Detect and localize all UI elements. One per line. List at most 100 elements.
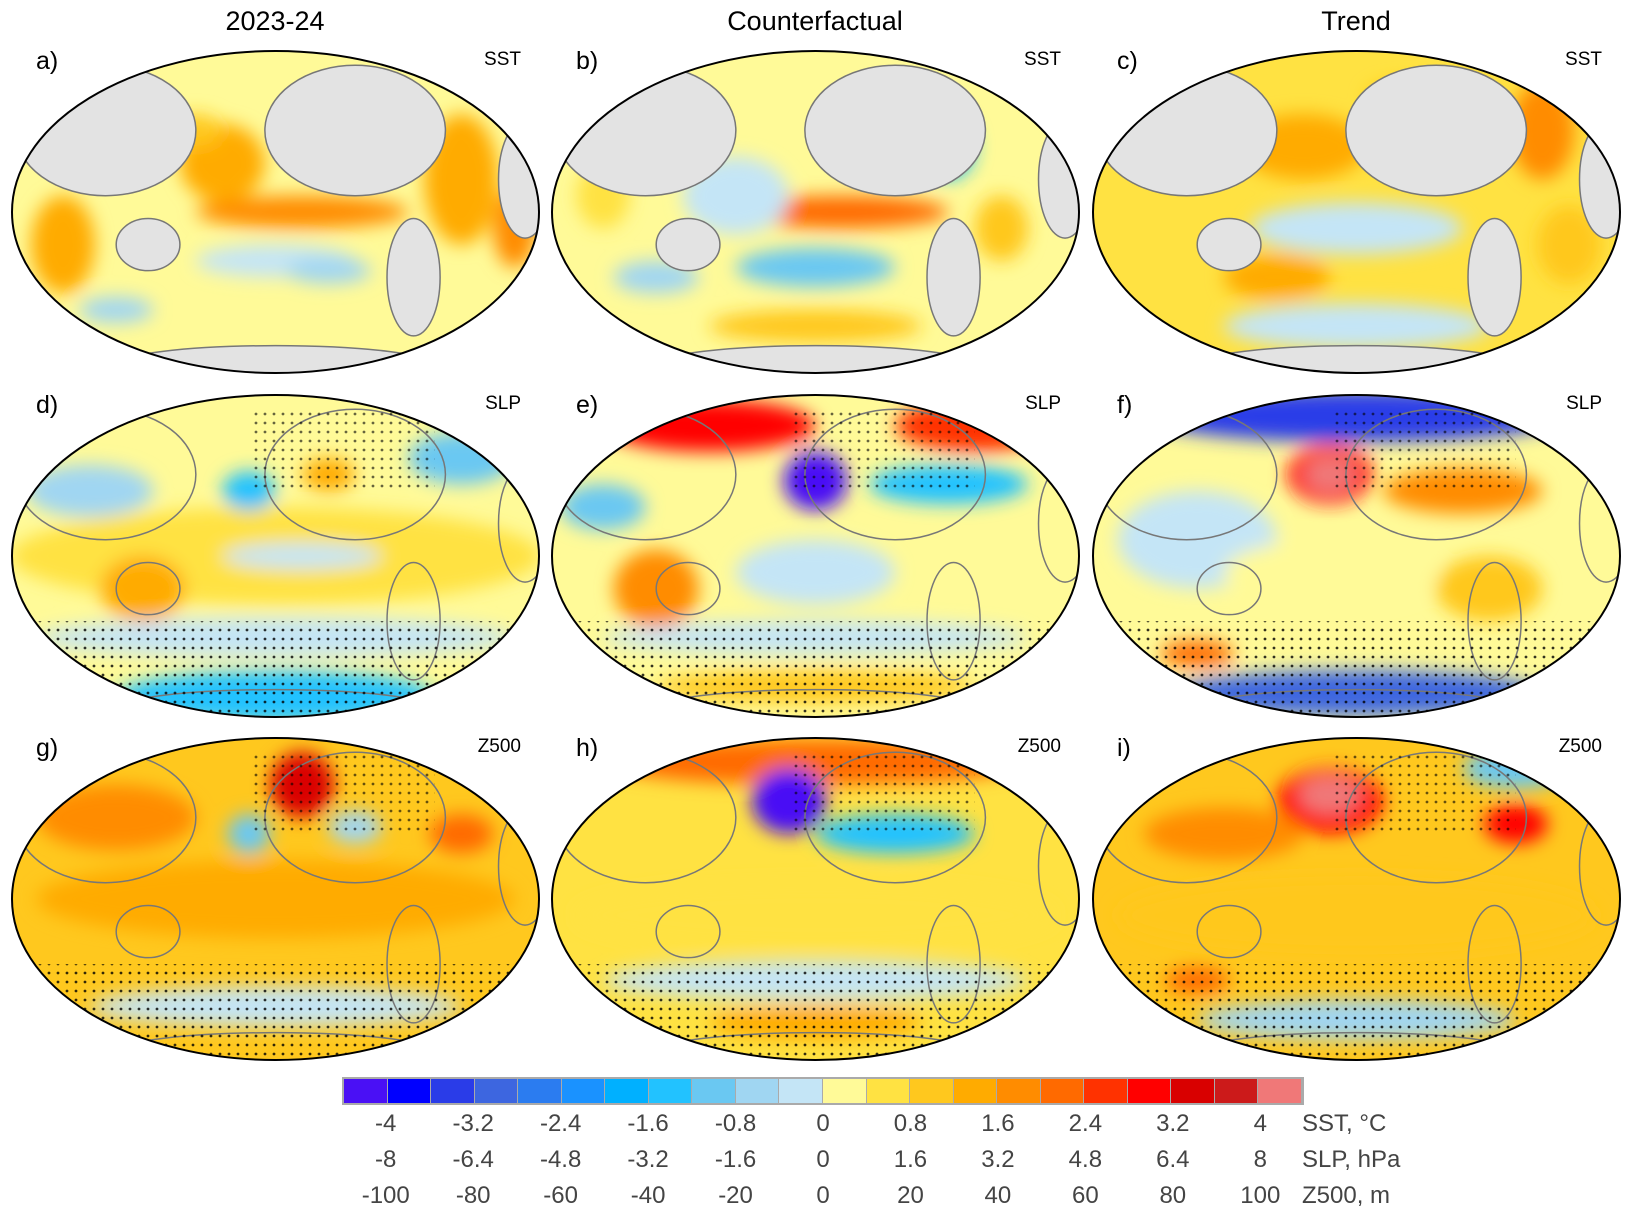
colorbar-tick: 0 (816, 1146, 830, 1173)
land-mask (1095, 64, 1278, 197)
colorbar-swatch (1258, 1079, 1303, 1103)
colorbar-swatch (1127, 1079, 1172, 1103)
map-border (11, 737, 540, 1061)
colorbar-tick: 60 (1072, 1182, 1099, 1209)
colorbar-swatch (866, 1079, 911, 1103)
colorbar-tick: 1.6 (981, 1110, 1015, 1137)
anomaly-region (735, 247, 896, 287)
map-border (551, 394, 1080, 718)
colorbar-swatch (431, 1079, 475, 1103)
colorbar-tick: 3.2 (1156, 1110, 1190, 1137)
anomaly-region (1436, 556, 1543, 622)
coastline (115, 904, 181, 959)
colorbar-tick: -4 (375, 1110, 397, 1137)
map-panel-c: c) SST (1091, 47, 1622, 375)
significance-stippling (1329, 409, 1516, 491)
map-border (551, 737, 1080, 1061)
coastline (655, 561, 721, 616)
anomaly-region (195, 195, 409, 229)
anomaly-region (735, 195, 949, 229)
colorbar-tick: 3.2 (981, 1146, 1015, 1173)
map-border (1092, 737, 1621, 1061)
panel-label: c) (1117, 47, 1138, 75)
anomaly-region (31, 195, 95, 294)
colorbar-unit: Z500, m (1302, 1182, 1391, 1209)
land-mask (14, 64, 197, 197)
panel-label: a) (36, 47, 59, 75)
panel-label: e) (576, 391, 599, 419)
map-panel-e: e) SLP (550, 391, 1081, 719)
colorbar-swatch (1040, 1079, 1085, 1103)
anomaly-region (36, 784, 196, 851)
anomaly-region (974, 195, 1028, 261)
colorbar-swatch (561, 1079, 606, 1103)
colorbar-tick: -4.8 (539, 1146, 582, 1173)
anomaly-region (709, 309, 922, 343)
panel-variable: SLP (1025, 393, 1061, 414)
colorbar-swatch (997, 1079, 1041, 1103)
panel-label: g) (36, 734, 59, 762)
colorbar-tick: -3.2 (452, 1110, 494, 1137)
panel-label: b) (576, 47, 599, 75)
colorbar (342, 1077, 1304, 1105)
map-border (1092, 50, 1621, 374)
map-panel-a: a) SST (10, 47, 541, 375)
map-panel-b: b) SST (550, 47, 1081, 375)
coastline (115, 561, 181, 616)
column-title-observed: 2023-24 (225, 6, 325, 36)
colorbar-tick: -100 (361, 1182, 410, 1209)
colorbar-tick: 0 (816, 1182, 830, 1209)
panel-label: i) (1117, 734, 1131, 762)
anomaly-region (1223, 539, 1437, 605)
land-mask (554, 64, 737, 197)
anomaly-region (222, 542, 382, 570)
panel-variable: Z500 (1558, 736, 1602, 757)
colorbar-swatch (692, 1079, 736, 1103)
colorbar-tick: 2.4 (1068, 1110, 1103, 1137)
significance-stippling (788, 752, 975, 834)
map-border (551, 50, 1080, 374)
anomaly-region (735, 539, 896, 605)
map-border (1092, 394, 1621, 718)
colorbar-tick: -3.2 (627, 1146, 669, 1173)
anomaly-region (36, 859, 515, 939)
colorbar-tick: 4.8 (1068, 1146, 1103, 1173)
colorbar-swatch (910, 1079, 954, 1103)
coastline (655, 904, 721, 959)
panel-label: d) (36, 391, 59, 419)
colorbar-tick: -1.6 (714, 1146, 757, 1173)
anomaly-region (1144, 807, 1304, 860)
anomaly-region (1117, 876, 1596, 955)
significance-stippling (248, 409, 435, 491)
colorbar-swatch (474, 1079, 519, 1103)
colorbar-swatch (779, 1079, 824, 1103)
map-border (11, 394, 540, 718)
colorbar-swatch (735, 1079, 780, 1103)
colorbar-tick: -1.6 (627, 1110, 669, 1137)
colorbar-tick: 40 (984, 1182, 1012, 1209)
panel-variable: SLP (1566, 393, 1602, 414)
panel-variable: SST (1565, 49, 1602, 70)
colorbar-tick: -6.4 (452, 1146, 494, 1173)
land-mask (386, 217, 441, 337)
map-panel-f: f) SLP (1091, 391, 1622, 719)
land-mask (926, 217, 981, 337)
colorbar-unit: SLP, hPa (1302, 1146, 1401, 1173)
anomaly-region (1223, 254, 1330, 301)
anomaly-region (100, 556, 186, 622)
land-mask (1196, 217, 1262, 272)
colorbar-tick: -2.4 (539, 1110, 582, 1137)
anomaly-region (25, 464, 154, 517)
colorbar-swatch (1171, 1079, 1215, 1103)
significance-stippling (1329, 752, 1516, 834)
colorbar-unit: SST, °C (1302, 1110, 1387, 1137)
panel-variable: Z500 (1017, 736, 1061, 757)
coastline (1196, 904, 1262, 959)
colorbar-swatch (344, 1079, 388, 1103)
anomaly-region (79, 296, 154, 323)
colorbar-tick: 6.4 (1156, 1146, 1190, 1173)
colorbar-tick: -80 (455, 1182, 491, 1209)
anomaly-region (286, 257, 372, 284)
land-mask (264, 64, 447, 197)
colorbar-tick: -0.8 (714, 1110, 757, 1137)
